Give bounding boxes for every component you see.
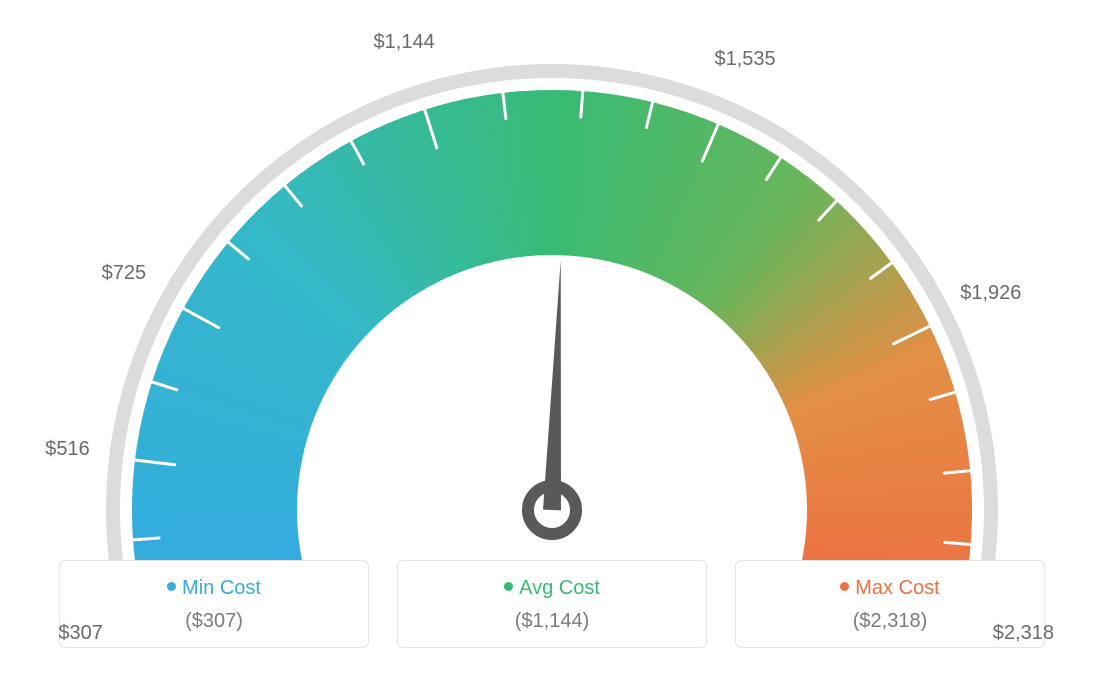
gauge-needle (543, 260, 561, 510)
legend-title: Min Cost (60, 577, 368, 600)
legend-card: Avg Cost ($1,144) (397, 560, 707, 648)
legend-dot-icon (504, 582, 513, 591)
legend-dot-icon (167, 582, 176, 591)
gauge-scale-label: $1,926 (946, 282, 1036, 305)
gauge-scale-label: $2,318 (978, 622, 1068, 645)
legend-title: Avg Cost (398, 577, 706, 600)
gauge-scale-label: $307 (36, 622, 126, 645)
legend-row: Min Cost($307)Avg Cost($1,144)Max Cost($… (40, 560, 1064, 648)
gauge-scale-label: $1,144 (359, 31, 449, 54)
gauge-svg (40, 30, 1064, 560)
legend-title-text: Max Cost (855, 577, 939, 599)
legend-title-text: Avg Cost (519, 577, 600, 599)
gauge-scale-label: $516 (22, 438, 112, 461)
legend-title: Max Cost (736, 577, 1044, 600)
gauge-scale-label: $725 (79, 262, 169, 285)
legend-dot-icon (840, 582, 849, 591)
cost-gauge-container: $307 $516 $725 $1,144 $1,535 $1,926 $2,318 Min… (0, 0, 1104, 690)
gauge-scale-label: $1,535 (700, 48, 790, 71)
legend-value: ($1,144) (398, 610, 706, 633)
gauge-area: $307$516$725$1,144$1,535$1,926$2,318 (40, 30, 1064, 560)
legend-title-text: Min Cost (182, 577, 261, 599)
